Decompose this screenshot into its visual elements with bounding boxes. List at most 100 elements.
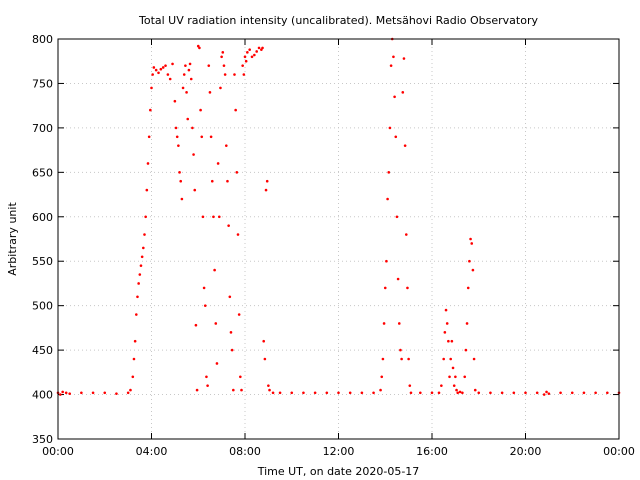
data-point [132, 357, 136, 361]
data-point [185, 91, 188, 94]
data-point [140, 255, 144, 259]
data-point [261, 46, 264, 50]
data-point [248, 48, 251, 51]
data-point [380, 375, 384, 379]
data-point [313, 391, 317, 395]
data-point [253, 53, 256, 57]
data-point [192, 153, 195, 156]
data-point [437, 391, 441, 395]
data-point [214, 322, 218, 325]
data-point [404, 233, 408, 236]
data-point [150, 86, 153, 90]
y-tick-label: 800 [32, 33, 53, 46]
data-point [471, 268, 475, 272]
data-point [198, 46, 201, 50]
data-point [547, 392, 551, 395]
data-point [181, 86, 185, 90]
data-point [267, 384, 270, 387]
data-point [126, 391, 130, 395]
data-point [244, 59, 248, 63]
data-point [255, 50, 258, 53]
data-point [408, 384, 412, 387]
data-point [582, 391, 586, 395]
data-point [395, 215, 399, 219]
data-point [500, 391, 504, 395]
data-point [188, 62, 192, 66]
data-point [207, 64, 211, 67]
x-tick-label: 12:00 [323, 445, 355, 458]
data-point [246, 51, 249, 54]
data-point [264, 188, 268, 192]
data-point [178, 171, 181, 174]
data-point [209, 135, 213, 139]
x-tick-label: 16:00 [416, 445, 448, 458]
data-point [201, 215, 205, 219]
data-point [290, 391, 294, 395]
data-point [174, 126, 178, 130]
data-point [103, 391, 107, 395]
data-point [166, 73, 170, 76]
data-point [440, 384, 443, 387]
data-point [449, 357, 453, 361]
data-point [524, 391, 527, 395]
data-point [512, 391, 516, 395]
data-point [559, 391, 562, 395]
data-point [205, 375, 208, 379]
y-tick-label: 750 [32, 77, 53, 90]
data-point [242, 73, 246, 76]
data-point [393, 95, 396, 99]
data-point [443, 331, 447, 334]
data-point [489, 391, 492, 395]
data-point [145, 188, 149, 192]
data-point [396, 277, 400, 281]
data-point [235, 171, 239, 174]
data-point [233, 73, 236, 76]
data-point [193, 188, 197, 192]
data-point [400, 357, 403, 361]
data-point [228, 295, 232, 299]
data-point [265, 179, 269, 183]
data-point [407, 357, 410, 361]
data-point [208, 91, 212, 94]
y-tick-label: 350 [32, 433, 53, 446]
data-point [133, 339, 137, 343]
data-point [225, 144, 228, 147]
data-point [151, 73, 154, 76]
chart-title: Total UV radiation intensity (uncalibrat… [138, 14, 538, 27]
data-point [219, 86, 222, 90]
data-point [257, 46, 261, 50]
data-point [142, 246, 145, 250]
x-tick-label: 00:00 [603, 445, 635, 458]
data-point [271, 391, 275, 395]
data-point [137, 282, 140, 285]
data-point [171, 62, 174, 66]
data-point [164, 64, 167, 67]
data-point [388, 126, 392, 130]
data-point [450, 339, 454, 343]
data-point [138, 273, 142, 276]
data-point [386, 197, 389, 201]
data-point [606, 391, 609, 395]
data-point [213, 268, 216, 272]
data-point [226, 179, 229, 183]
data-point [458, 390, 462, 394]
data-point [268, 388, 271, 392]
data-point [445, 322, 449, 325]
x-tick-label: 00:00 [42, 445, 74, 458]
data-point [542, 393, 546, 396]
data-point [168, 77, 172, 81]
data-point [206, 384, 209, 387]
data-point [202, 286, 206, 290]
data-point [212, 215, 215, 219]
data-point [64, 391, 68, 395]
data-point [222, 64, 226, 67]
data-point [442, 357, 445, 361]
data-point [448, 375, 451, 379]
data-point [182, 73, 186, 76]
data-point [136, 295, 139, 299]
data-point [203, 304, 207, 307]
data-point [210, 179, 214, 183]
data-point [594, 391, 597, 395]
x-tick-label: 04:00 [136, 445, 168, 458]
data-point [220, 55, 223, 59]
